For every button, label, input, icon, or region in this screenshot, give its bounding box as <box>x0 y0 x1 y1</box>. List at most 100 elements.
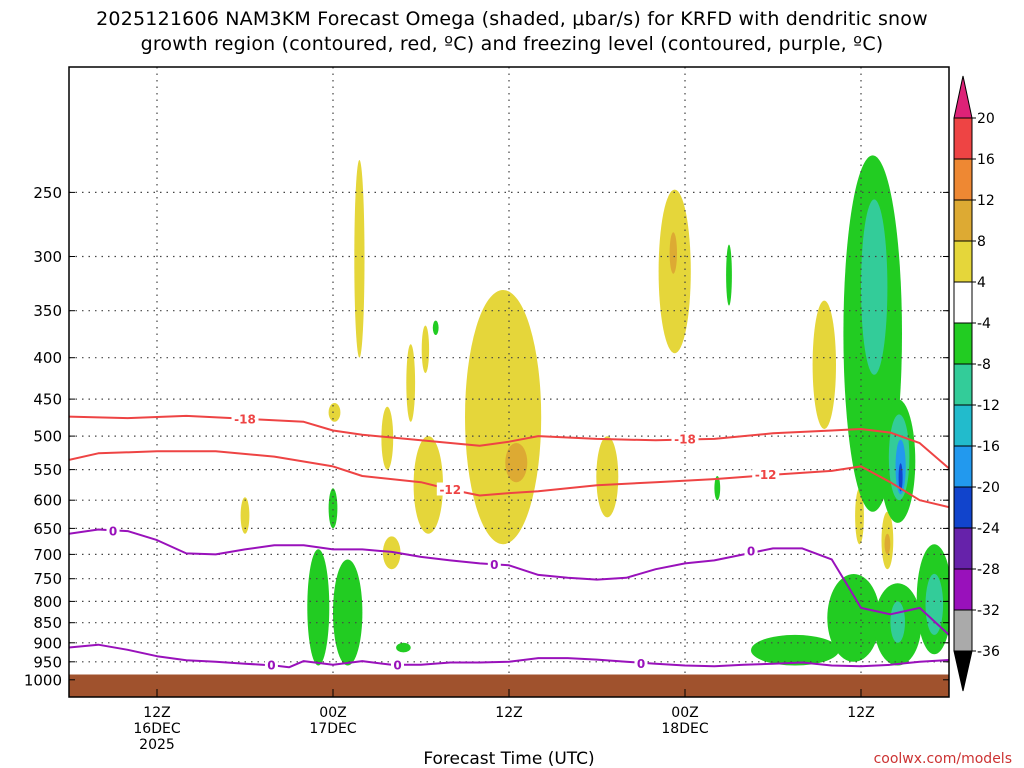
x-tick-label-0-2: 2025 <box>139 737 175 753</box>
y-tick-label-650: 650 <box>33 520 62 538</box>
x-tick-label-1-0: 00Z <box>319 705 346 721</box>
terrain-layer <box>69 674 949 697</box>
omega-shading-layer <box>240 155 949 666</box>
contour-label-5: 0 <box>490 558 498 572</box>
contour-label-3: -12 <box>755 468 777 482</box>
omega-region-2 <box>381 406 394 470</box>
omega-region-11 <box>240 497 250 534</box>
y-tick-label-950: 950 <box>33 653 62 671</box>
colorbar-segment-7 <box>953 404 973 447</box>
colorbar-segment-1 <box>953 158 973 201</box>
omega-region-13 <box>812 300 836 429</box>
omega-region-24 <box>333 559 363 666</box>
x-tick-label-0-0: 12Z <box>143 705 170 721</box>
contour-label-1: -18 <box>674 432 696 446</box>
colorbar-label-11: -28 <box>977 562 1000 578</box>
contour-label-7: 0 <box>267 658 275 672</box>
x-tick-label-3-1: 18DEC <box>661 721 708 737</box>
omega-region-30 <box>827 574 881 662</box>
colorbar-label-0: 20 <box>977 111 995 127</box>
colorbar-label-9: -20 <box>977 480 1000 496</box>
y-axis: 250 300 350 400 450 500 550 600 650 700 750 800 850 9… <box>24 184 949 689</box>
contour-label-bg-4 <box>106 524 120 538</box>
colorbar-segment-3 <box>953 240 973 283</box>
colorbar-label-12: -32 <box>977 603 1000 619</box>
chart-title-line-2: growth region (contoured, red, ºC) and f… <box>141 33 884 55</box>
contour-label-0: -18 <box>234 412 256 426</box>
omega-region-18 <box>861 199 888 375</box>
colorbar-label-7: -12 <box>977 398 1000 414</box>
omega-region-0 <box>354 159 365 358</box>
colorbar-label-2: 12 <box>977 193 995 209</box>
omega-region-35 <box>925 573 944 635</box>
omega-region-25 <box>328 488 338 529</box>
colorbar: 20 16 12 8 4 -4 -8 -12 -16 -20 -24 -28 -32 -36 <box>953 75 1000 692</box>
colorbar-label-4: 4 <box>977 275 986 291</box>
colorbar-label-10: -24 <box>977 521 1000 537</box>
colorbar-segment-12 <box>953 609 973 652</box>
y-tick-label-500: 500 <box>33 428 62 446</box>
y-tick-label-350: 350 <box>33 302 62 320</box>
y-tick-label-900: 900 <box>33 634 62 652</box>
contour-label-6: 0 <box>747 544 755 558</box>
contour-label-bg-2 <box>436 482 464 496</box>
chart-title-line-1: 2025121606 NAM3KM Forecast Omega (shaded… <box>96 8 928 30</box>
terrain-surface <box>69 674 949 697</box>
freezing-contour-1 <box>69 643 949 669</box>
x-tick-label-2-0: 12Z <box>495 705 522 721</box>
omega-region-14 <box>855 488 864 545</box>
contour-label-bg-9 <box>634 656 648 670</box>
omega-region-3 <box>406 344 416 422</box>
y-tick-label-450: 450 <box>33 391 62 409</box>
colorbar-label-5: -4 <box>977 316 991 332</box>
omega-region-10 <box>669 232 677 274</box>
dgz-contour-1 <box>69 450 949 509</box>
y-tick-label-550: 550 <box>33 461 62 479</box>
contour-label-8: 0 <box>393 658 401 672</box>
colorbar-segment-0 <box>953 117 973 160</box>
contour-label-bg-8 <box>391 657 404 671</box>
omega-region-16 <box>884 533 891 555</box>
x-tick-label-0-1: 16DEC <box>133 721 180 737</box>
contour-label-bg-5 <box>487 557 501 571</box>
contour-label-layer: -18 -18 -12 -12 0 0 0 0 0 0 <box>106 411 780 672</box>
y-tick-label-400: 400 <box>33 349 62 367</box>
x-axis-label: Forecast Time (UTC) <box>423 749 594 768</box>
colorbar-segment-8 <box>953 445 973 488</box>
y-tick-label-850: 850 <box>33 614 62 632</box>
y-tick-label-250: 250 <box>33 184 62 202</box>
omega-region-28 <box>714 476 721 501</box>
y-tick-label-800: 800 <box>33 593 62 611</box>
contour-label-2: -12 <box>439 483 461 497</box>
contour-label-bg-0 <box>231 411 259 425</box>
x-tick-label-4-0: 12Z <box>847 705 874 721</box>
colorbar-bottom-arrow <box>953 650 973 692</box>
colorbar-segment-4 <box>953 281 973 324</box>
y-tick-label-600: 600 <box>33 492 62 510</box>
y-tick-label-700: 700 <box>33 546 62 564</box>
colorbar-segment-2 <box>953 199 973 242</box>
colorbar-segment-11 <box>953 568 973 611</box>
omega-region-6 <box>465 290 542 545</box>
colorbar-label-13: -36 <box>977 644 1000 660</box>
omega-region-4 <box>421 325 430 374</box>
colorbar-label-3: 8 <box>977 234 986 250</box>
omega-region-23 <box>307 549 330 666</box>
credit-link[interactable]: coolwx.com/models <box>874 751 1012 767</box>
omega-region-31 <box>751 634 839 666</box>
omega-region-22 <box>898 463 903 492</box>
contour-label-bg-3 <box>752 467 780 481</box>
x-tick-label-1-1: 17DEC <box>309 721 356 737</box>
colorbar-segment-10 <box>953 527 973 570</box>
y-tick-label-1000: 1000 <box>24 671 62 689</box>
omega-region-1 <box>328 403 341 422</box>
contour-label-bg-7 <box>264 657 278 671</box>
omega-region-33 <box>890 601 905 643</box>
x-tick-label-3-0: 00Z <box>671 705 698 721</box>
contour-label-bg-1 <box>671 431 699 445</box>
freezing-contour-0 <box>69 528 949 636</box>
colorbar-label-8: -16 <box>977 439 1000 455</box>
omega-region-26 <box>396 642 411 653</box>
